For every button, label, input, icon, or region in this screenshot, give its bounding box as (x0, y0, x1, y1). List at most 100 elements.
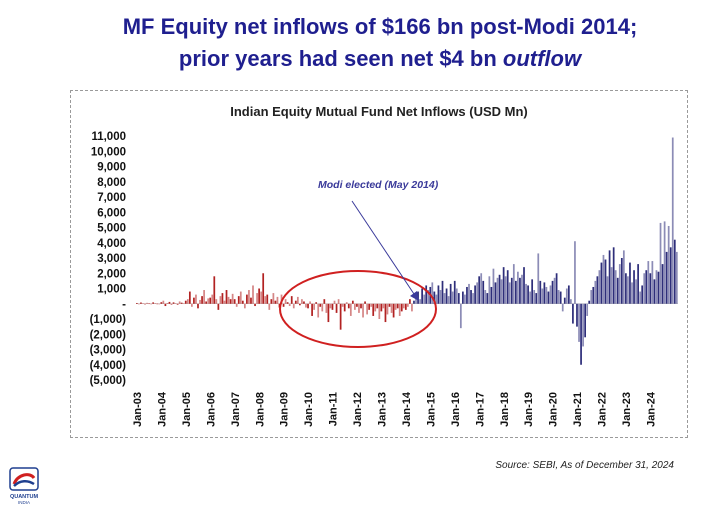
bar (288, 303, 291, 307)
y-tick-label: 2,000 (97, 268, 126, 280)
bar (413, 300, 415, 304)
bar (229, 299, 232, 304)
bar (327, 303, 330, 323)
bar (378, 303, 381, 319)
bar (423, 294, 426, 304)
bar (431, 282, 434, 304)
bar (521, 274, 523, 304)
bar (625, 273, 627, 304)
bar (462, 291, 464, 304)
bar (588, 300, 591, 304)
bar (292, 303, 295, 309)
bar (427, 290, 430, 304)
bar (586, 303, 589, 316)
bar (419, 299, 421, 304)
bar (170, 303, 173, 305)
bar (372, 303, 375, 316)
x-tick-label: Jan-15 (425, 392, 437, 427)
bar (651, 261, 654, 304)
bar (474, 285, 476, 304)
bar (476, 282, 479, 304)
bar (299, 303, 301, 306)
bar (343, 303, 346, 312)
bar (398, 303, 401, 316)
bar (574, 241, 576, 304)
bar (311, 303, 313, 316)
bar (590, 290, 593, 304)
bar (663, 221, 666, 304)
x-tick-label: Jan-12 (352, 392, 364, 427)
bar (294, 300, 297, 304)
bar (349, 303, 352, 316)
bar (557, 290, 560, 304)
annotation-arrow (351, 200, 417, 298)
annotation-arrowhead (410, 291, 419, 301)
bar (535, 293, 538, 304)
bar (347, 303, 350, 309)
bar (531, 279, 534, 304)
bar (339, 303, 342, 330)
bar (653, 279, 656, 304)
bar (239, 291, 242, 304)
bar (459, 303, 462, 329)
bar (243, 303, 246, 309)
bar (276, 296, 279, 304)
bar (138, 303, 140, 305)
bar (313, 303, 315, 310)
quantum-india-logo: QUANTUM INDIA (9, 467, 39, 505)
bar (537, 253, 540, 304)
bar (319, 303, 322, 307)
bar (366, 303, 368, 315)
bar (284, 299, 287, 304)
bar (374, 303, 377, 312)
x-tick-label: Jan-07 (230, 392, 242, 427)
bar (296, 296, 299, 304)
bar (341, 303, 344, 307)
bar (193, 297, 195, 304)
bar (559, 291, 562, 304)
bar (480, 273, 483, 304)
bar (667, 225, 670, 304)
bar (565, 288, 568, 304)
bar (368, 303, 371, 310)
bar (576, 303, 578, 327)
x-tick-label: Jan-06 (205, 392, 217, 427)
y-tick-label: 1,000 (97, 284, 126, 296)
bar (166, 302, 169, 304)
bar (415, 296, 417, 304)
bar (282, 303, 285, 307)
y-tick-label: 8,000 (97, 177, 126, 189)
bar (659, 222, 662, 304)
bar (582, 303, 584, 347)
bar (142, 303, 144, 304)
x-tick-label: Jan-16 (450, 392, 462, 427)
bar (303, 301, 305, 304)
bar (447, 296, 450, 304)
bar (527, 285, 529, 304)
bar (541, 288, 544, 304)
bar (657, 271, 660, 304)
bar (500, 279, 503, 304)
bar (358, 303, 360, 313)
bar (301, 299, 303, 304)
bar (262, 273, 265, 304)
bar (396, 303, 399, 309)
bar (561, 303, 564, 312)
bar (622, 250, 625, 304)
bar (643, 273, 646, 304)
bar (549, 285, 552, 304)
bar (154, 303, 157, 304)
source-note: Source: SEBI, As of December 31, 2024 (495, 460, 674, 471)
bar (404, 303, 407, 310)
bar (563, 297, 566, 304)
bar (629, 262, 631, 304)
bar (333, 300, 336, 304)
bar (136, 302, 138, 304)
bar (510, 277, 513, 304)
bar (610, 267, 613, 304)
x-tick-label: Jan-20 (548, 392, 560, 427)
bar (496, 277, 499, 304)
bar (335, 303, 338, 313)
bar (182, 303, 185, 305)
bar (156, 303, 159, 305)
